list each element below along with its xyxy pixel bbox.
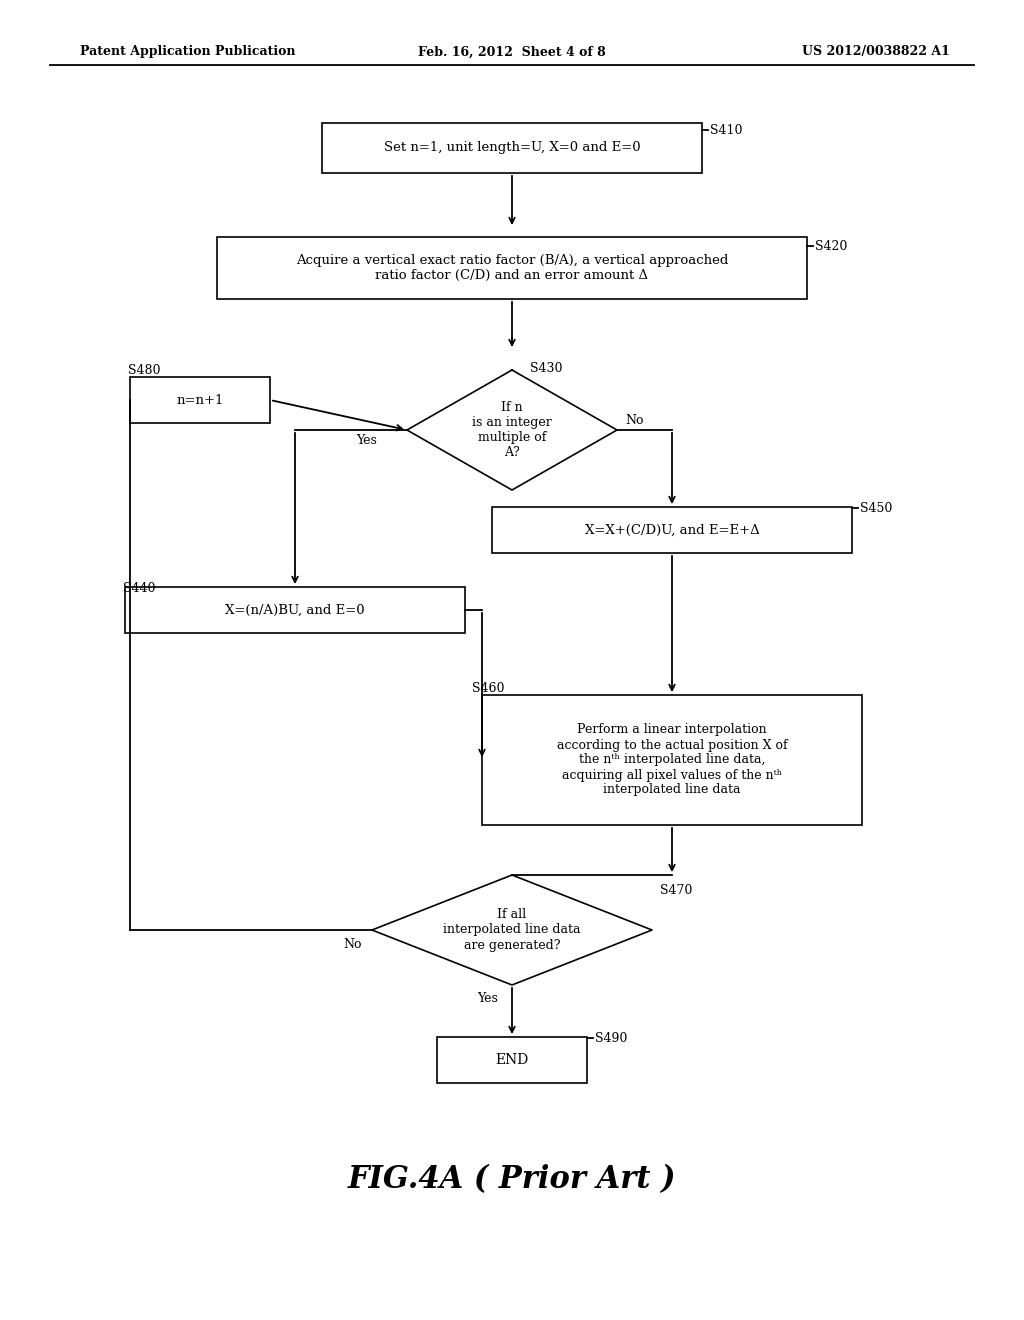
FancyBboxPatch shape bbox=[482, 696, 862, 825]
FancyBboxPatch shape bbox=[217, 238, 807, 300]
Polygon shape bbox=[407, 370, 617, 490]
Text: US 2012/0038822 A1: US 2012/0038822 A1 bbox=[802, 45, 950, 58]
Text: If n
is an integer
multiple of
A?: If n is an integer multiple of A? bbox=[472, 401, 552, 459]
Text: Yes: Yes bbox=[477, 993, 498, 1006]
Text: Feb. 16, 2012  Sheet 4 of 8: Feb. 16, 2012 Sheet 4 of 8 bbox=[418, 45, 606, 58]
Text: Acquire a vertical exact ratio factor (B/A), a vertical approached
ratio factor : Acquire a vertical exact ratio factor (B… bbox=[296, 253, 728, 282]
FancyBboxPatch shape bbox=[322, 123, 702, 173]
Text: X=(n/A)BU, and E=0: X=(n/A)BU, and E=0 bbox=[225, 603, 365, 616]
Text: Set n=1, unit length=U, X=0 and E=0: Set n=1, unit length=U, X=0 and E=0 bbox=[384, 141, 640, 154]
Text: S420: S420 bbox=[815, 239, 848, 252]
FancyBboxPatch shape bbox=[492, 507, 852, 553]
Text: S440: S440 bbox=[123, 582, 156, 594]
Text: END: END bbox=[496, 1053, 528, 1067]
Text: S490: S490 bbox=[595, 1031, 628, 1044]
Text: X=X+(C/D)U, and E=E+Δ: X=X+(C/D)U, and E=E+Δ bbox=[585, 524, 760, 536]
Text: S480: S480 bbox=[128, 363, 161, 376]
Text: Perform a linear interpolation
according to the actual position X of
the nᵗʰ int: Perform a linear interpolation according… bbox=[557, 723, 787, 796]
FancyBboxPatch shape bbox=[437, 1038, 587, 1082]
Text: No: No bbox=[625, 413, 643, 426]
Text: FIG.4A ( Prior Art ): FIG.4A ( Prior Art ) bbox=[348, 1164, 676, 1196]
Text: S450: S450 bbox=[860, 502, 892, 515]
FancyBboxPatch shape bbox=[130, 378, 270, 422]
Text: If all
interpolated line data
are generated?: If all interpolated line data are genera… bbox=[443, 908, 581, 952]
Text: S470: S470 bbox=[660, 883, 692, 896]
Text: No: No bbox=[343, 937, 362, 950]
Text: S430: S430 bbox=[530, 362, 562, 375]
Text: S410: S410 bbox=[710, 124, 742, 136]
Text: n=n+1: n=n+1 bbox=[176, 393, 223, 407]
Text: Yes: Yes bbox=[356, 433, 377, 446]
Text: S460: S460 bbox=[472, 681, 505, 694]
FancyBboxPatch shape bbox=[125, 587, 465, 634]
Polygon shape bbox=[372, 875, 652, 985]
Text: Patent Application Publication: Patent Application Publication bbox=[80, 45, 296, 58]
